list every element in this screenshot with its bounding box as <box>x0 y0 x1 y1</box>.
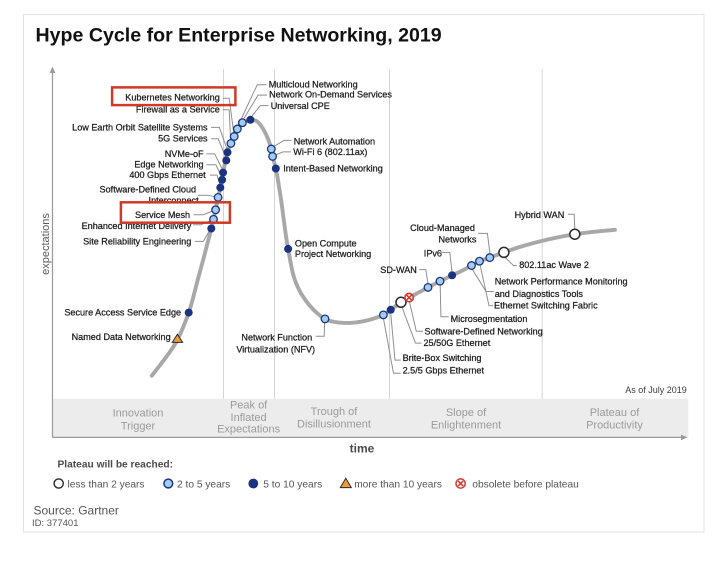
svg-text:Low Earth Orbit Satellite Syst: Low Earth Orbit Satellite Systems <box>72 122 208 132</box>
svg-text:Kubernetes Networking: Kubernetes Networking <box>125 93 220 103</box>
svg-text:Site Reliability Engineering: Site Reliability Engineering <box>83 237 191 247</box>
svg-text:Networks: Networks <box>438 234 476 244</box>
svg-text:2 to 5 years: 2 to 5 years <box>177 479 230 490</box>
svg-text:Slope of: Slope of <box>446 407 487 419</box>
svg-text:Trough of: Trough of <box>311 406 359 418</box>
svg-text:Network Performance Monitoring: Network Performance Monitoring <box>495 276 628 286</box>
svg-text:Edge Networking: Edge Networking <box>134 160 203 170</box>
svg-text:Ethernet Switching Fabric: Ethernet Switching Fabric <box>494 301 598 311</box>
svg-text:Enhanced Internet Delivery: Enhanced Internet Delivery <box>82 221 192 231</box>
svg-text:Plateau of: Plateau of <box>590 407 640 419</box>
svg-text:Innovation: Innovation <box>113 408 164 420</box>
svg-text:Microsegmentation: Microsegmentation <box>451 314 528 324</box>
svg-text:Hype Cycle for Enterprise Netw: Hype Cycle for Enterprise Networking, 20… <box>36 24 442 46</box>
svg-text:400 Gbps Ethernet: 400 Gbps Ethernet <box>129 170 206 180</box>
svg-text:As of July 2019: As of July 2019 <box>625 385 687 395</box>
svg-text:time: time <box>350 442 375 456</box>
svg-text:Plateau will be reached:: Plateau will be reached: <box>58 460 174 471</box>
svg-text:Trigger: Trigger <box>121 421 156 433</box>
svg-text:ID: 377401: ID: 377401 <box>32 518 78 529</box>
svg-text:Cloud-Managed: Cloud-Managed <box>410 223 475 233</box>
svg-text:Network On-Demand Services: Network On-Demand Services <box>269 90 392 100</box>
svg-text:5 to 10 years: 5 to 10 years <box>263 479 322 490</box>
svg-text:Inflated: Inflated <box>231 412 267 424</box>
svg-text:Universal CPE: Universal CPE <box>271 101 330 111</box>
svg-text:Source: Gartner: Source: Gartner <box>34 504 119 518</box>
svg-text:obsolete before plateau: obsolete before plateau <box>472 479 579 490</box>
svg-text:Network Function: Network Function <box>241 332 312 342</box>
svg-text:SD-WAN: SD-WAN <box>380 265 417 275</box>
svg-text:Expectations: Expectations <box>217 424 280 436</box>
svg-text:Interconnect: Interconnect <box>149 196 200 206</box>
svg-text:5G Services: 5G Services <box>158 134 208 144</box>
svg-text:Project Networking: Project Networking <box>295 249 371 259</box>
svg-text:less than 2 years: less than 2 years <box>68 479 145 490</box>
svg-text:2.5/5 Gbps Ethernet: 2.5/5 Gbps Ethernet <box>403 365 485 375</box>
svg-text:IPv6: IPv6 <box>424 248 442 258</box>
svg-text:Enlightenment: Enlightenment <box>431 420 501 432</box>
svg-text:Open Compute: Open Compute <box>295 238 357 248</box>
svg-text:Intent-Based Networking: Intent-Based Networking <box>283 164 383 174</box>
svg-text:25/50G Ethernet: 25/50G Ethernet <box>424 338 491 348</box>
svg-text:Multicloud Networking: Multicloud Networking <box>269 80 358 90</box>
svg-text:Hybrid WAN: Hybrid WAN <box>515 210 565 220</box>
svg-text:Secure Access Service Edge: Secure Access Service Edge <box>64 307 181 317</box>
svg-text:Wi-Fi 6 (802.11ax): Wi-Fi 6 (802.11ax) <box>293 147 367 157</box>
svg-text:Software-Defined Cloud: Software-Defined Cloud <box>100 184 197 194</box>
svg-text:802.11ac Wave 2: 802.11ac Wave 2 <box>519 260 589 270</box>
svg-text:Firewall as a Service: Firewall as a Service <box>136 104 220 114</box>
svg-text:Peak of: Peak of <box>230 400 268 412</box>
svg-text:Named Data Networking: Named Data Networking <box>72 332 171 342</box>
svg-text:and Diagnostics Tools: and Diagnostics Tools <box>495 289 584 299</box>
svg-text:Software-Defined Networking: Software-Defined Networking <box>425 327 543 337</box>
svg-text:Network Automation: Network Automation <box>294 137 375 147</box>
svg-text:NVMe-oF: NVMe-oF <box>165 149 204 159</box>
svg-text:Service Mesh: Service Mesh <box>135 210 190 220</box>
svg-text:more than 10 years: more than 10 years <box>354 479 442 490</box>
svg-text:expectations: expectations <box>40 213 52 275</box>
svg-text:Virtualization (NFV): Virtualization (NFV) <box>236 344 315 354</box>
svg-text:Productivity: Productivity <box>586 420 643 432</box>
svg-text:Brite-Box Switching: Brite-Box Switching <box>403 353 482 363</box>
svg-text:Disillusionment: Disillusionment <box>297 418 371 430</box>
